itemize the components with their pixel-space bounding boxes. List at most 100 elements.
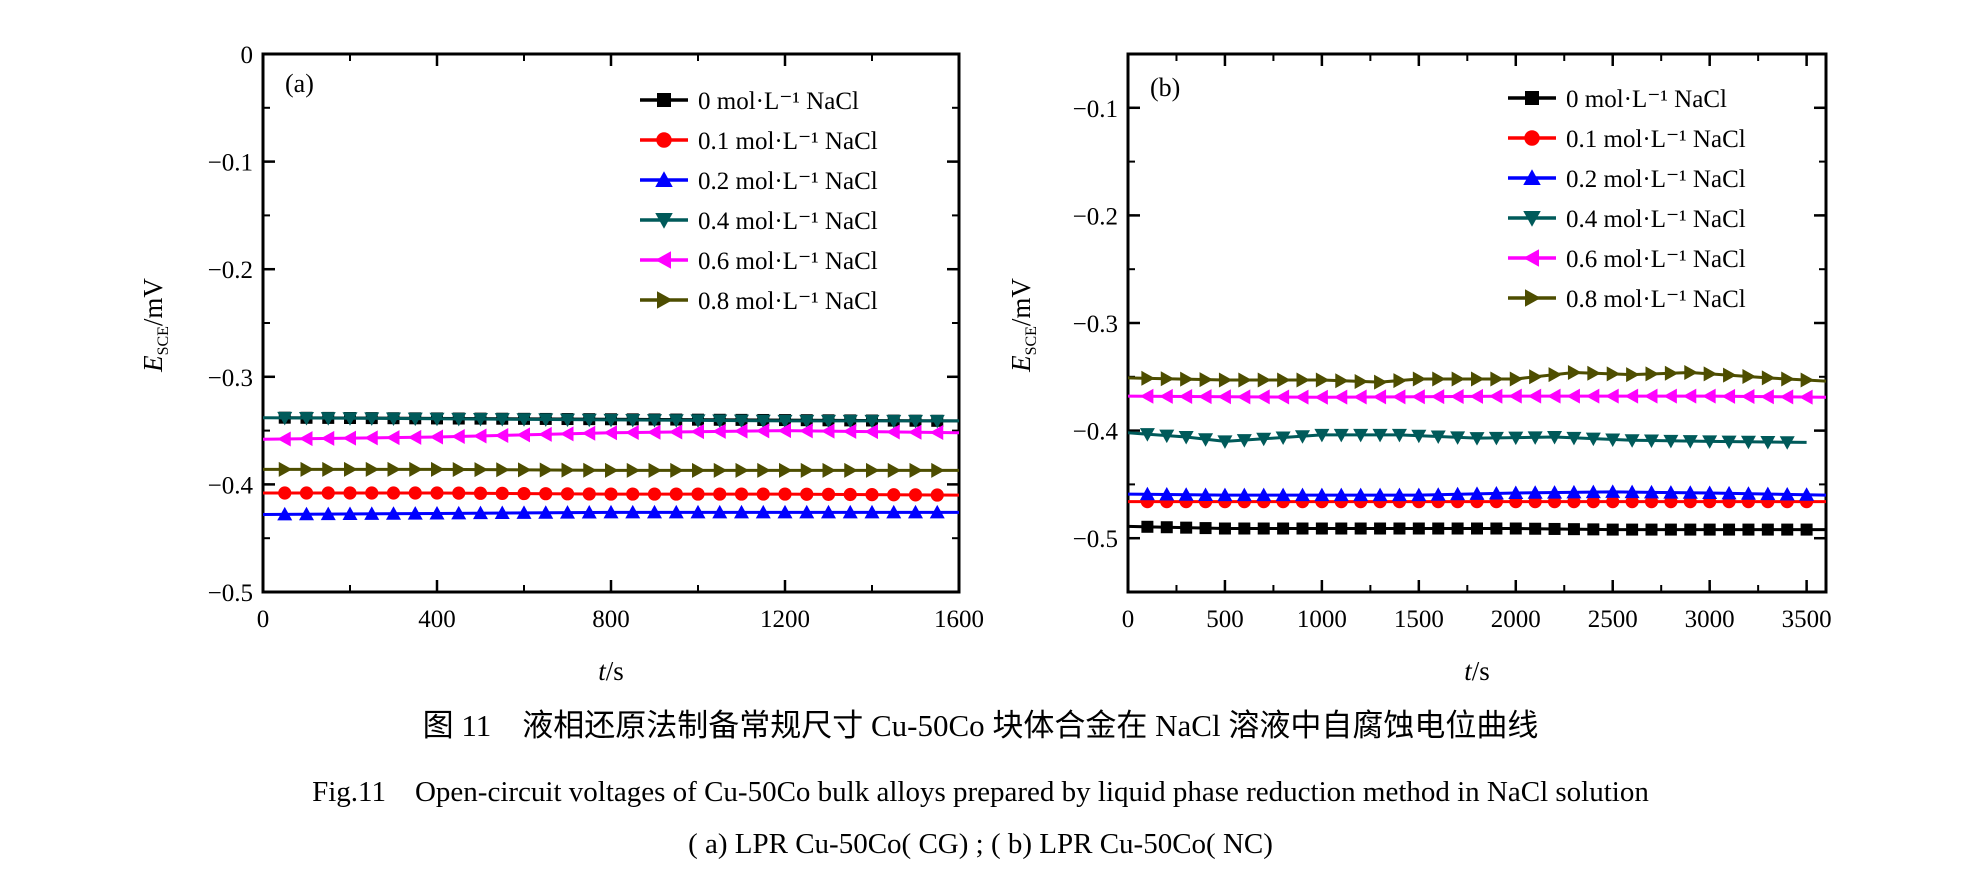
panel-a-data-point-5 [431, 461, 445, 477]
panel-a-data-point-1 [430, 486, 444, 500]
panel-a-data-point-2 [864, 504, 880, 519]
panel-b-data-point-2 [1605, 484, 1621, 498]
panel-a-data-point-3 [473, 413, 488, 427]
panel-a-xtick-label: 400 [418, 606, 456, 633]
panel-b-data-point-3 [1721, 435, 1737, 450]
panel-b-data-point-3 [1139, 428, 1155, 442]
panel-a-data-point-3 [364, 412, 380, 426]
panel-a-data-point-3 [821, 414, 836, 429]
panel-b-data-point-2 [1159, 487, 1175, 501]
panel-a-data-point-3 [516, 413, 532, 427]
panel-b-data-point-0 [1606, 523, 1619, 536]
panel-a-data-point-4 [451, 429, 465, 445]
panel-a-data-point-1 [800, 487, 814, 501]
panel-a-data-point-5 [518, 462, 532, 478]
panel-b-data-point-5 [1781, 371, 1795, 387]
panel-b-data-point-0 [1664, 523, 1677, 536]
panel-a-data-point-1 [908, 488, 923, 502]
panel-a-data-point-1 [691, 487, 705, 501]
panel-b-data-point-2 [1740, 486, 1756, 500]
panel-a-data-point-3 [451, 412, 467, 427]
panel-b-data-point-5 [1238, 372, 1252, 388]
panel-a-data-point-3 [494, 413, 510, 427]
panel-a-data-point-4 [864, 424, 878, 440]
panel-b-data-point-4 [1702, 388, 1716, 404]
panel-a-ytick-label: −0.1 [208, 150, 253, 177]
panel-a-ytick-label: −0.4 [208, 472, 254, 499]
panel-a-legend-marker-3 [655, 213, 673, 229]
panel-b-legend-marker-5 [1525, 289, 1541, 307]
panel-a-data-point-3 [908, 414, 923, 429]
panel-a-data-point-1 [865, 488, 879, 502]
panel-a-legend-label-5: 0.8 mol·L⁻¹ NaCl [698, 288, 878, 315]
panel-b-data-point-4 [1139, 388, 1154, 404]
panel-b-data-point-2 [1644, 484, 1659, 499]
panel-b-data-point-0 [1587, 523, 1600, 536]
panel-a-data-point-3 [342, 412, 358, 426]
panel-a-data-point-1 [408, 486, 422, 500]
panel-b-data-point-0 [1509, 522, 1522, 535]
panel-a-data-point-4 [538, 426, 552, 442]
panel-a-data-point-5 [365, 461, 380, 477]
panel-b-data-point-5 [1141, 370, 1155, 386]
panel-b-data-point-4 [1740, 389, 1755, 405]
panel-b-x-axis-title: t/s [1464, 656, 1490, 686]
panel-b-ytick-label: −0.4 [1073, 419, 1119, 446]
panel-b-data-point-2 [1295, 487, 1310, 502]
panel-b-data-point-5 [1490, 371, 1504, 387]
panel-b-data-point-3 [1644, 434, 1659, 449]
panel-b-data-point-3 [1682, 435, 1698, 449]
panel-b-series-group [1128, 364, 1826, 536]
panel-b-data-point-2 [1450, 486, 1466, 501]
panel-a-data-point-5 [692, 462, 706, 478]
panel-b-data-point-2 [1198, 487, 1214, 501]
panel-b-data-point-3 [1508, 431, 1524, 446]
panel-a-legend-label-2: 0.2 mol·L⁻¹ NaCl [698, 168, 878, 195]
panel-b-data-point-0 [1257, 522, 1270, 535]
panel-a-data-point-2 [777, 504, 793, 519]
panel-a-data-point-2 [451, 505, 467, 520]
panel-a-data-point-4 [668, 424, 683, 440]
panel-b-legend-label-0: 0 mol·L⁻¹ NaCl [1566, 86, 1727, 113]
panel-b-data-point-2 [1469, 486, 1485, 500]
panel-a-label: (a) [285, 69, 314, 98]
panel-a-data-point-4 [516, 427, 530, 443]
panel-a-data-point-1 [821, 487, 836, 501]
panel-b-data-point-2 [1702, 485, 1718, 500]
panel-a-data-point-4 [734, 423, 748, 439]
panel-b-legend-marker-2 [1523, 169, 1541, 185]
panel-a-data-point-1 [517, 486, 531, 501]
panel-b-data-point-3 [1605, 433, 1621, 447]
panel-a-data-point-5 [757, 462, 771, 478]
panel-b-data-point-3 [1411, 429, 1427, 444]
panel-a-data-point-3 [777, 414, 793, 429]
panel-b-data-point-3 [1566, 431, 1582, 446]
panel-b-data-point-0 [1548, 522, 1561, 535]
panel-a-data-point-3 [734, 414, 749, 429]
panel-a-data-point-1 [734, 487, 749, 501]
panel-b-legend-marker-4 [1523, 249, 1539, 267]
panel-a-data-point-2 [538, 505, 554, 519]
panel-a-data-point-5 [866, 462, 880, 478]
panel-b-data-point-2 [1391, 487, 1407, 502]
panel-a-data-point-5 [605, 462, 619, 478]
panel-a-ytick-label: −0.2 [208, 257, 253, 284]
panel-a-data-point-2 [516, 505, 532, 519]
panel-a-data-point-4 [364, 430, 378, 446]
panel-a-data-point-4 [603, 425, 617, 441]
panel-b-data-point-4 [1508, 388, 1522, 404]
panel-a-data-point-5 [344, 461, 358, 477]
panel-b-data-point-4 [1372, 389, 1387, 405]
panel-a-legend-marker-2 [655, 171, 673, 187]
panel-a-data-point-2 [886, 504, 902, 519]
panel-a-data-point-5 [648, 462, 662, 478]
panel-a-data-point-3 [929, 414, 945, 429]
caption-chinese: 图 11 液相还原法制备常规尺寸 Cu-50Co 块体合金在 NaCl 溶液中自… [422, 708, 1539, 743]
panel-b-data-point-5 [1684, 364, 1698, 380]
panel-a-data-point-2 [386, 506, 401, 520]
panel-a-data-point-2 [929, 504, 945, 519]
panel-a-legend-marker-1 [656, 132, 672, 148]
panel-a-data-point-3 [320, 412, 336, 426]
panel-b-data-point-0 [1451, 522, 1464, 535]
panel-a-data-point-4 [625, 424, 639, 440]
